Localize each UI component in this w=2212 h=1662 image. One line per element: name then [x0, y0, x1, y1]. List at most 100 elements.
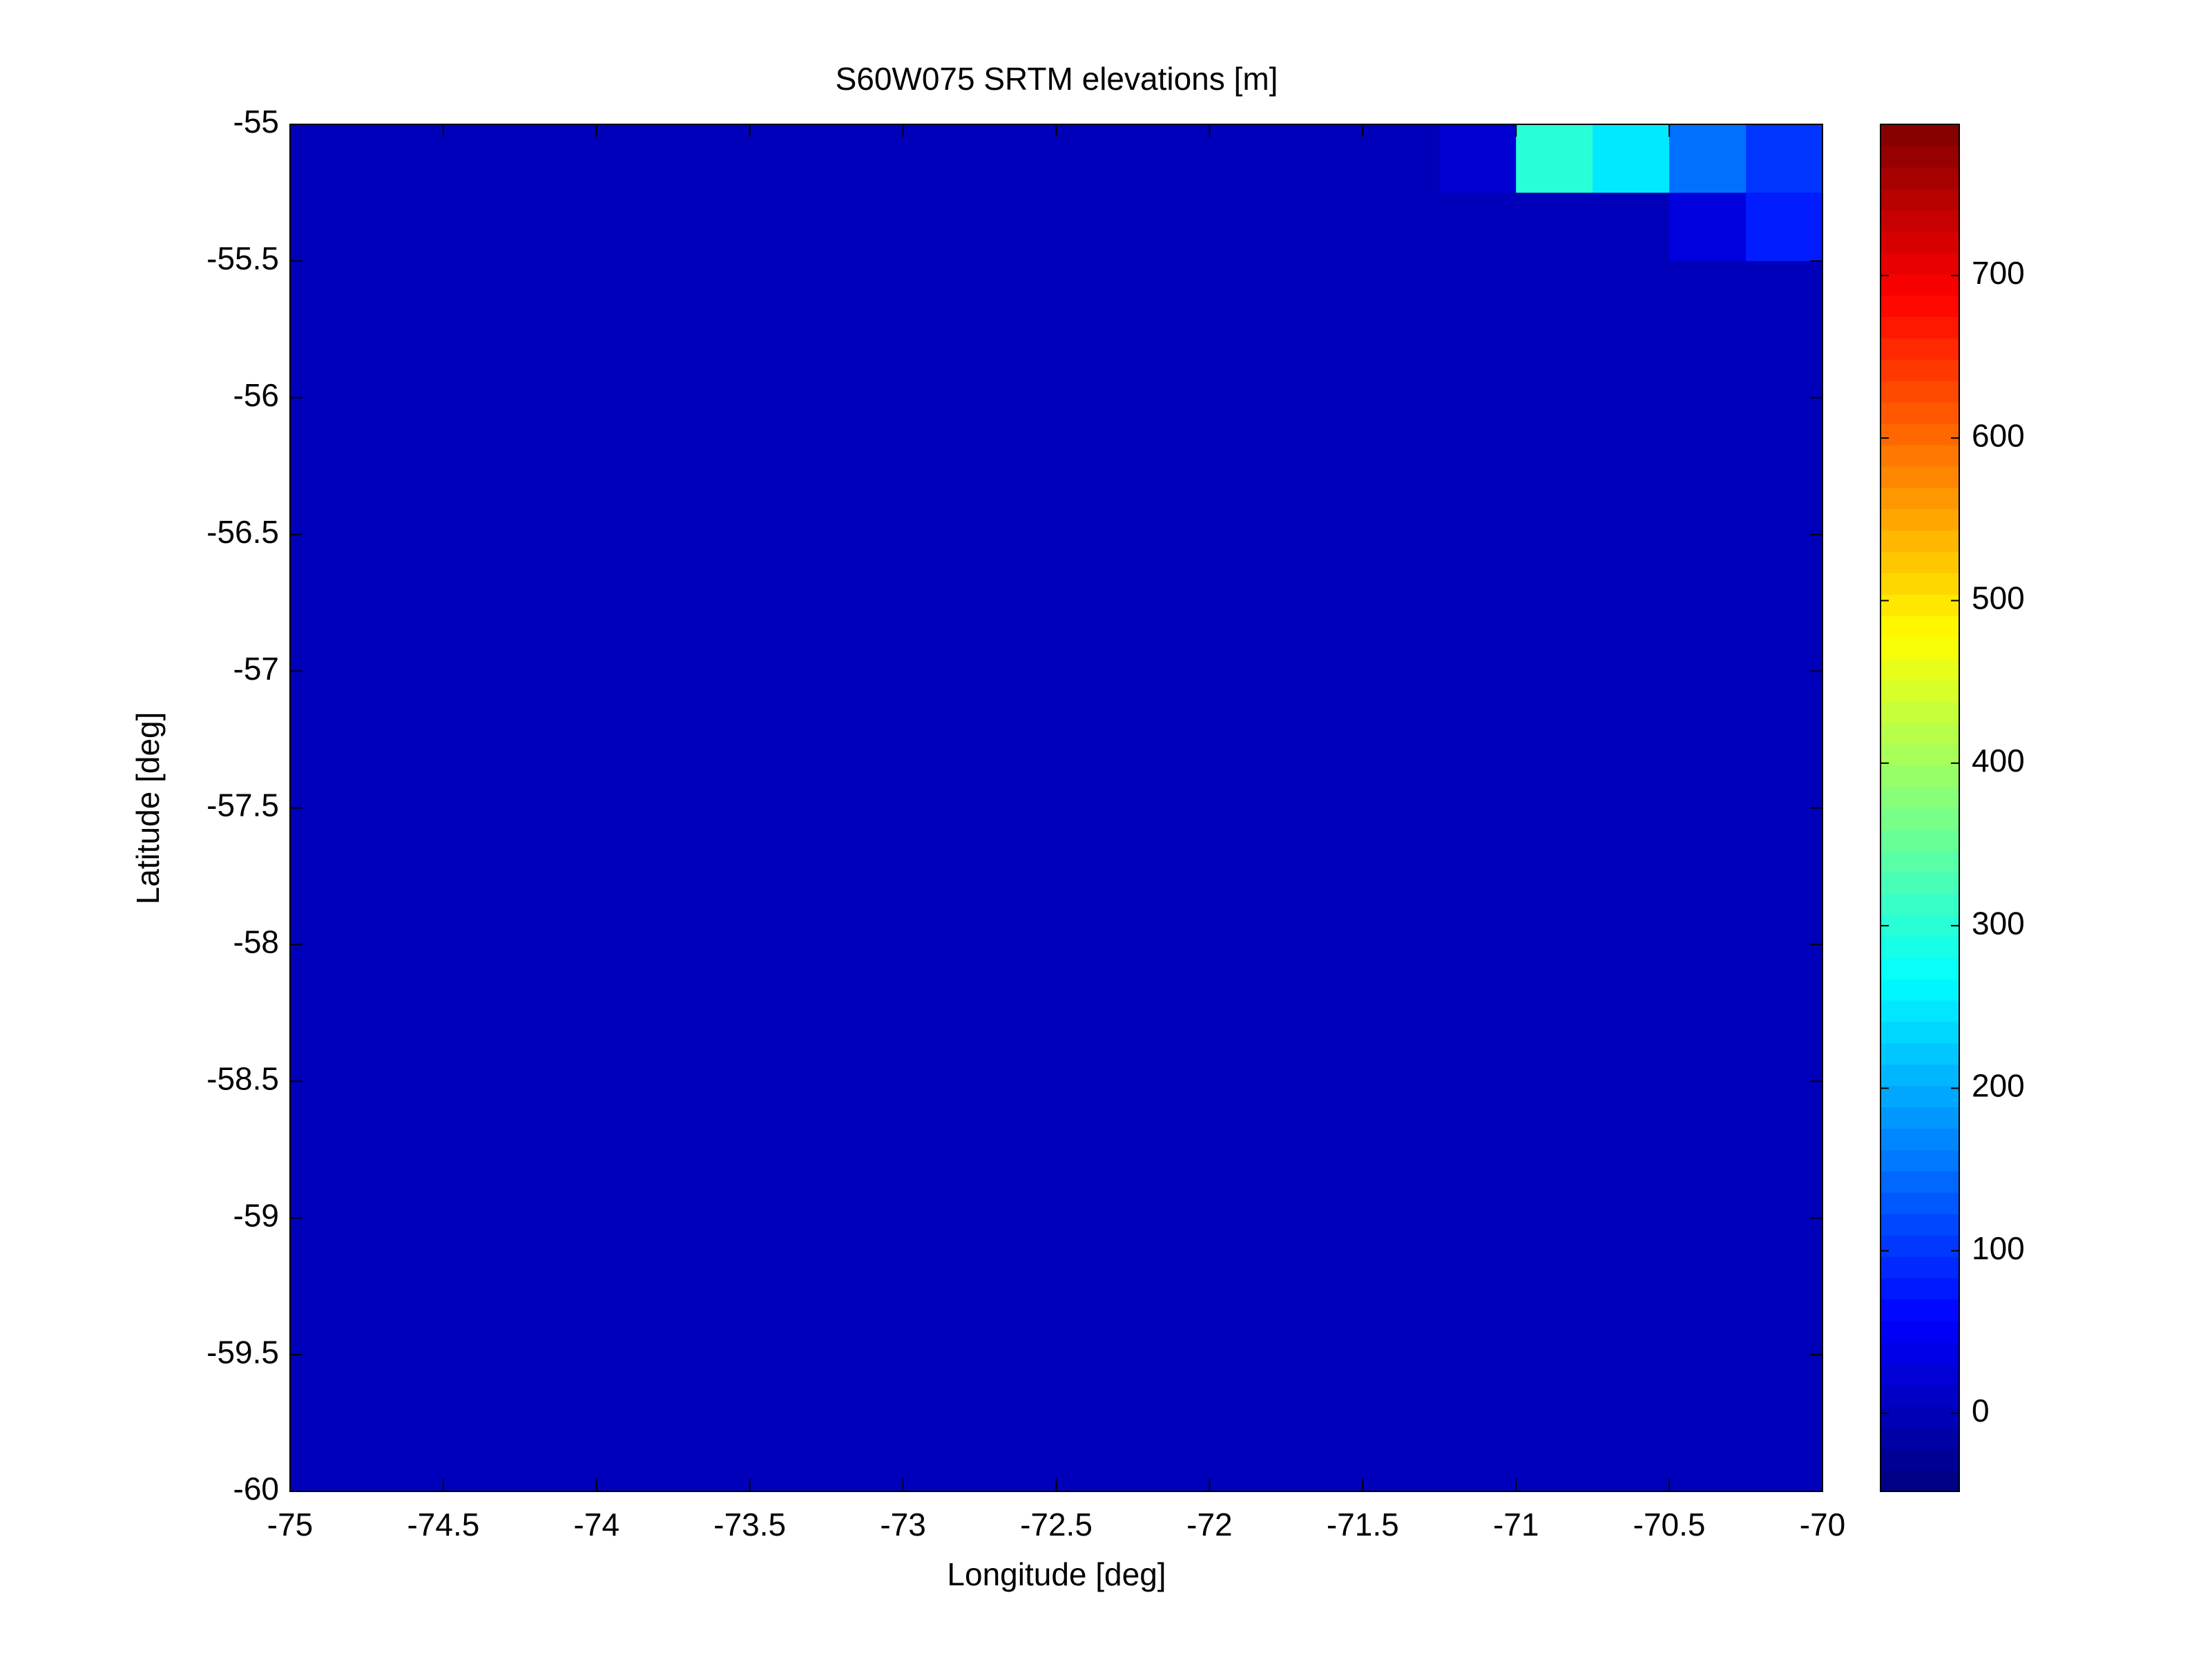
- heatmap-cell: [1286, 534, 1363, 604]
- heatmap-cell: [903, 1423, 981, 1492]
- heatmap-cell: [1746, 1218, 1823, 1287]
- heatmap-cell: [1746, 739, 1823, 809]
- colorbar-band: [1881, 1341, 1959, 1364]
- heatmap-cell: [1746, 260, 1823, 330]
- colorbar-tick-label: 600: [1972, 417, 2025, 453]
- colorbar-tick-label: 0: [1972, 1393, 1990, 1429]
- heatmap-cell: [1669, 397, 1747, 467]
- colorbar-band: [1881, 1427, 1959, 1449]
- heatmap-cell: [1363, 739, 1440, 809]
- heatmap-cell: [1669, 1423, 1747, 1492]
- heatmap-cell: [596, 329, 674, 399]
- heatmap-cell: [749, 1286, 827, 1355]
- x-axis-label: Longitude [deg]: [947, 1556, 1166, 1592]
- heatmap-cell: [366, 192, 444, 262]
- heatmap-cell: [596, 1218, 674, 1287]
- heatmap-cell: [1056, 739, 1134, 809]
- heatmap-cell: [1669, 876, 1747, 945]
- heatmap-cell: [443, 1218, 521, 1287]
- heatmap-cell: [1593, 466, 1670, 535]
- heatmap-cell: [749, 808, 827, 877]
- colorbar-band: [1881, 679, 1959, 702]
- heatmap-cell: [673, 124, 751, 193]
- heatmap-cell: [366, 1423, 444, 1492]
- heatmap-cell: [596, 739, 674, 809]
- colorbar-band: [1881, 658, 1959, 680]
- colorbar-band: [1881, 166, 1959, 189]
- heatmap-cell: [290, 602, 367, 672]
- heatmap-cell: [1286, 397, 1363, 467]
- heatmap-cell: [1593, 260, 1670, 330]
- heatmap-cell: [290, 739, 367, 809]
- heatmap-cell: [1363, 192, 1440, 262]
- heatmap-cell: [749, 397, 827, 467]
- heatmap-cell: [596, 1423, 674, 1492]
- heatmap-cell: [290, 466, 367, 535]
- heatmap-cell: [903, 944, 981, 1013]
- heatmap-cell: [979, 944, 1057, 1013]
- heatmap-cell: [749, 260, 827, 330]
- heatmap-cell: [1439, 1081, 1517, 1150]
- heatmap-cell: [443, 602, 521, 672]
- heatmap-cell: [290, 397, 367, 467]
- heatmap-cell: [1593, 602, 1670, 672]
- colorbar-band: [1881, 381, 1959, 403]
- y-tick-label: -57: [233, 651, 279, 687]
- heatmap-cell: [366, 944, 444, 1013]
- heatmap-cell: [749, 1355, 827, 1424]
- heatmap-cell: [1056, 1081, 1134, 1150]
- y-tick-label: -58: [233, 924, 279, 960]
- heatmap-cell: [673, 602, 751, 672]
- colorbar-band: [1881, 188, 1959, 211]
- heatmap-cell: [1056, 260, 1134, 330]
- heatmap-cell: [903, 876, 981, 945]
- chart-title: S60W075 SRTM elevations [m]: [836, 61, 1278, 97]
- heatmap-cell: [1209, 1218, 1287, 1287]
- heatmap-cell: [519, 944, 597, 1013]
- colorbar-band: [1881, 252, 1959, 275]
- heatmap-cell: [979, 1423, 1057, 1492]
- heatmap-cell: [673, 1286, 751, 1355]
- heatmap-cell: [1439, 671, 1517, 741]
- heatmap-cell: [1133, 1013, 1210, 1082]
- heatmap-cell: [826, 1286, 904, 1355]
- heatmap-cell: [903, 1286, 981, 1355]
- heatmap-cell: [366, 1355, 444, 1424]
- heatmap-cell: [1056, 124, 1134, 193]
- heatmap-cell: [1133, 602, 1210, 672]
- heatmap-cell: [826, 260, 904, 330]
- heatmap-cell: [519, 1286, 597, 1355]
- heatmap-cell: [596, 192, 674, 262]
- colorbar-band: [1881, 1384, 1959, 1406]
- heatmap-cell: [290, 876, 367, 945]
- heatmap-cell: [1593, 876, 1670, 945]
- heatmap-cell: [979, 1081, 1057, 1150]
- heatmap-cell: [1746, 329, 1823, 399]
- heatmap-cell: [1209, 602, 1287, 672]
- colorbar-band: [1881, 615, 1959, 638]
- colorbar-band: [1881, 1277, 1959, 1300]
- colorbar-band: [1881, 743, 1959, 766]
- heatmap-cell: [1746, 808, 1823, 877]
- heatmap-cell: [1286, 1286, 1363, 1355]
- colorbar-band: [1881, 978, 1959, 1001]
- heatmap-cell: [1363, 124, 1440, 193]
- heatmap-cell: [1286, 192, 1363, 262]
- heatmap-cell: [443, 876, 521, 945]
- heatmap-cell: [366, 808, 444, 877]
- heatmap-cell: [1286, 671, 1363, 741]
- heatmap-cell: [1669, 1149, 1747, 1219]
- heatmap-cell: [1209, 944, 1287, 1013]
- heatmap-cell: [1133, 1081, 1210, 1150]
- heatmap-cell: [1056, 944, 1134, 1013]
- heatmap-cell: [1516, 1218, 1593, 1287]
- heatmap-cell: [1363, 1286, 1440, 1355]
- heatmap-cell: [443, 124, 521, 193]
- colorbar-band: [1881, 786, 1959, 809]
- heatmap-cell: [290, 1355, 367, 1424]
- heatmap-cell: [1593, 739, 1670, 809]
- heatmap-cell: [519, 466, 597, 535]
- heatmap-cell: [290, 1218, 367, 1287]
- heatmap-cell: [443, 329, 521, 399]
- heatmap-cell: [1516, 671, 1593, 741]
